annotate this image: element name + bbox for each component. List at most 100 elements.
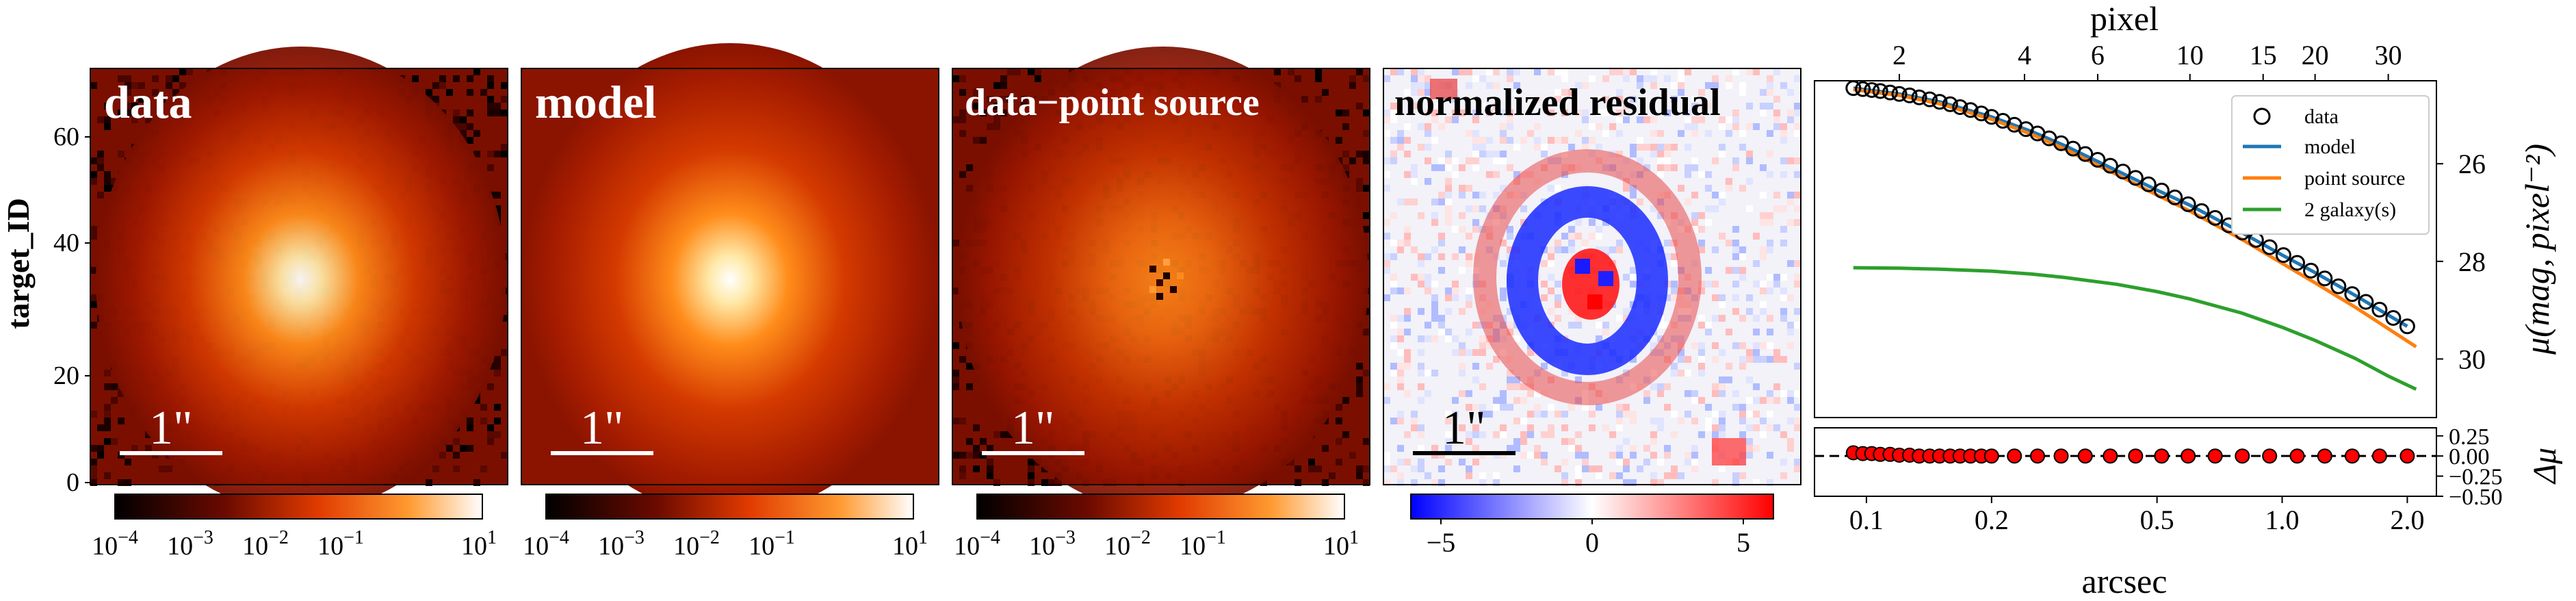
- noise-pixel: [1575, 465, 1582, 472]
- noise-pixel: [1486, 68, 1493, 75]
- data-point: [1973, 105, 1990, 122]
- noise-pixel: [118, 75, 125, 82]
- noise-pixel: [1411, 171, 1418, 178]
- noise-pixel: [1596, 144, 1602, 151]
- noise-pixel: [1773, 397, 1780, 404]
- noise-pixel: [1336, 418, 1342, 424]
- noise-pixel: [1418, 89, 1424, 96]
- noise-pixel: [118, 390, 125, 397]
- noise-pixel: [453, 465, 460, 472]
- noise-pixel: [1691, 212, 1698, 219]
- noise-pixel: [1479, 472, 1486, 479]
- noise-pixel: [90, 445, 97, 452]
- noise-pixel: [1589, 233, 1596, 240]
- noise-pixel: [1760, 110, 1767, 116]
- noise-pixel: [1507, 445, 1513, 452]
- noise-pixel: [1684, 390, 1691, 397]
- noise-pixel: [1671, 287, 1678, 294]
- noise-pixel: [1575, 322, 1582, 329]
- noise-pixel: [1575, 219, 1582, 226]
- noise-pixel: [952, 240, 959, 246]
- noise-pixel: [1466, 294, 1472, 301]
- noise-pixel: [1616, 89, 1623, 96]
- noise-pixel: [1732, 342, 1739, 349]
- noise-pixel: [1739, 89, 1746, 96]
- noise-pixel: [1719, 192, 1726, 199]
- noise-pixel: [1418, 144, 1424, 151]
- noise-pixel: [1288, 68, 1294, 75]
- noise-pixel: [1582, 452, 1589, 459]
- residual-y-ticks: 0.250.00−0.25−0.50: [2436, 424, 2503, 510]
- noise-pixel: [1657, 212, 1664, 219]
- noise-pixel: [1507, 308, 1513, 315]
- noise-pixel: [494, 370, 501, 376]
- noise-pixel: [1445, 418, 1452, 424]
- noise-pixel: [1534, 123, 1541, 130]
- noise-pixel: [1760, 308, 1767, 315]
- noise-pixel: [1691, 164, 1698, 171]
- data-point: [2090, 152, 2106, 168]
- noise-pixel: [1459, 246, 1466, 253]
- noise-pixel: [1657, 418, 1664, 424]
- noise-pixel: [1719, 116, 1726, 123]
- noise-pixel: [1780, 315, 1787, 322]
- noise-pixel: [1705, 424, 1712, 431]
- noise-pixel: [987, 459, 993, 465]
- noise-pixel: [1411, 479, 1418, 486]
- noise-pixel: [1684, 356, 1691, 363]
- noise-pixel: [1739, 274, 1746, 281]
- svg-text:10−3: 10−3: [1029, 527, 1076, 561]
- noise-pixel: [1445, 212, 1452, 219]
- noise-pixel: [1390, 110, 1397, 116]
- bottom-tick-label: 0.1: [1849, 504, 1884, 535]
- noise-pixel: [1383, 130, 1390, 137]
- noise-pixel: [1787, 199, 1794, 205]
- noise-pixel: [1383, 171, 1390, 178]
- noise-pixel: [1397, 199, 1404, 205]
- noise-pixel: [1753, 383, 1760, 390]
- noise-pixel: [952, 376, 959, 383]
- noise-pixel: [1349, 82, 1356, 89]
- noise-pixel: [1397, 349, 1404, 356]
- data-point: [2275, 247, 2291, 264]
- top-tick-label: 4: [2018, 40, 2031, 71]
- noise-pixel: [1602, 219, 1609, 226]
- noise-pixel: [1664, 294, 1671, 301]
- noise-pixel: [1568, 144, 1575, 151]
- noise-pixel: [1397, 246, 1404, 253]
- noise-pixel: [1541, 431, 1548, 438]
- noise-pixel: [1452, 335, 1459, 342]
- noise-pixel: [1773, 356, 1780, 363]
- noise-pixel: [1719, 383, 1726, 390]
- noise-pixel: [1787, 322, 1794, 329]
- noise-pixel: [1794, 322, 1801, 329]
- noise-pixel: [1007, 68, 1014, 75]
- noise-pixel: [111, 383, 118, 390]
- noise-pixel: [1753, 356, 1760, 363]
- noise-pixel: [90, 178, 97, 185]
- noise-pixel: [1383, 267, 1390, 274]
- noise-pixel: [1678, 89, 1684, 96]
- noise-pixel: [1554, 240, 1561, 246]
- noise-pixel: [1383, 459, 1390, 465]
- noise-pixel: [1719, 411, 1726, 418]
- noise-pixel: [1623, 438, 1630, 445]
- panel-residual-colorbar-ticks: −5 0 5: [1427, 519, 1750, 558]
- noise-pixel: [166, 465, 172, 472]
- noise-pixel: [1767, 89, 1773, 96]
- noise-pixel: [1787, 445, 1794, 452]
- noise-pixel: [501, 151, 508, 157]
- noise-pixel: [1575, 233, 1582, 240]
- noise-pixel: [1342, 431, 1349, 438]
- noise-pixel: [1650, 431, 1657, 438]
- noise-pixel: [980, 110, 987, 116]
- noise-pixel: [1507, 404, 1513, 411]
- noise-pixel: [1445, 335, 1452, 342]
- noise-pixel: [90, 459, 97, 465]
- noise-pixel: [1726, 363, 1732, 370]
- noise-pixel: [1609, 452, 1616, 459]
- noise-pixel: [1712, 157, 1719, 164]
- noise-pixel: [1780, 356, 1787, 363]
- noise-pixel: [1418, 281, 1424, 287]
- noise-pixel: [1390, 322, 1397, 329]
